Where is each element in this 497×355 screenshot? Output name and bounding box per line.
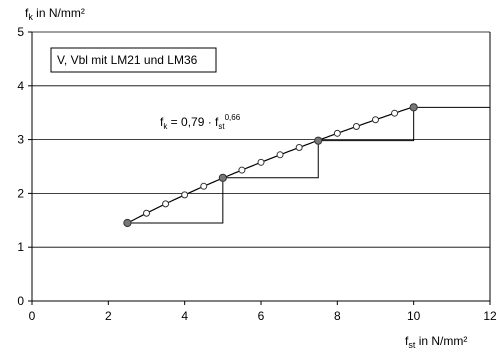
open-marker-8.5	[352, 122, 360, 130]
x-tick-label-8: 8	[334, 309, 341, 323]
filled-marker-5	[218, 173, 227, 182]
open-marker-4	[181, 191, 189, 199]
filled-marker-2.5	[123, 218, 132, 228]
x-tick-label-6: 6	[258, 309, 265, 323]
y-tick-label-1: 1	[17, 240, 24, 254]
y-tick-label-5: 5	[17, 25, 24, 39]
formula-annotation: fk = 0,79 · fst0,66	[160, 113, 241, 131]
open-marker-8	[333, 129, 341, 137]
y-axis-label: fk in N/mm²	[25, 6, 85, 22]
open-marker-9	[372, 116, 379, 124]
legend-box	[50, 47, 217, 73]
y-tick-label-4: 4	[17, 79, 24, 93]
filled-marker-10	[409, 103, 418, 112]
y-tick-label-3: 3	[17, 133, 24, 147]
x-tick-label-10: 10	[407, 309, 421, 323]
filled-marker-7.5	[314, 136, 323, 145]
open-marker-5.5	[238, 166, 246, 174]
x-tick-label-2: 2	[105, 309, 112, 323]
x-tick-label-0: 0	[29, 309, 36, 323]
open-marker-7	[295, 143, 303, 151]
open-marker-6.5	[276, 151, 284, 159]
legend-label: V, Vbl mit LM21 und LM36	[57, 53, 198, 67]
open-marker-3	[143, 209, 150, 217]
open-marker-6	[257, 158, 265, 166]
x-tick-label-4: 4	[181, 309, 188, 323]
x-tick-label-12: 12	[483, 309, 497, 323]
open-marker-9.5	[391, 109, 399, 117]
y-tick-label-0: 0	[17, 294, 24, 308]
step-line	[127, 106, 490, 224]
y-tick-label-2: 2	[17, 186, 24, 200]
open-marker-4.5	[200, 182, 208, 190]
plot-area	[123, 103, 490, 228]
fit-curve	[127, 106, 414, 224]
x-axis-label: fst in N/mm²	[405, 334, 467, 350]
open-marker-3.5	[162, 200, 170, 208]
